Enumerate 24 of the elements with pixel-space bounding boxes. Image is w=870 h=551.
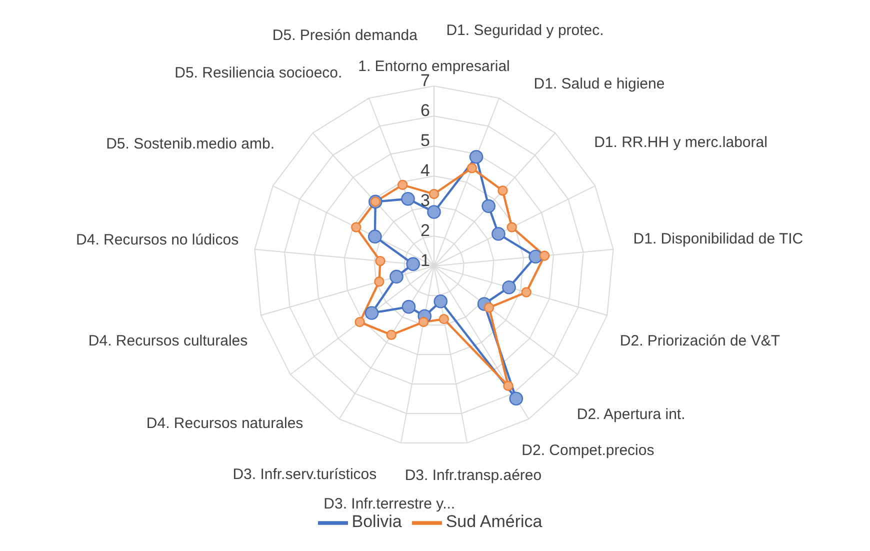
spoke-label: D5. Presión demanda bbox=[272, 27, 418, 44]
y-tick-label: 4 bbox=[420, 161, 430, 180]
spoke-label: D1. Disponibilidad de TIC bbox=[633, 230, 804, 248]
y-tick-label: 2 bbox=[420, 221, 430, 240]
legend-label: Sud América bbox=[446, 512, 542, 532]
y-tick-label: 3 bbox=[420, 191, 430, 210]
y-tick-label: 1 bbox=[420, 251, 430, 270]
y-tick-label: 5 bbox=[420, 131, 430, 150]
spoke-label: D4. Recursos no lúdicos bbox=[76, 231, 239, 248]
legend-label: Bolivia bbox=[352, 512, 402, 532]
spoke-label: D5. Sostenib.medio amb. bbox=[106, 136, 275, 153]
spoke-label: D3. Infr.terrestre y... bbox=[324, 496, 456, 513]
spoke-label: D2. Priorización de V&T bbox=[620, 332, 780, 350]
y-tick-label: 6 bbox=[420, 101, 430, 120]
spoke-label: D5. Resiliencia socioeco. bbox=[174, 64, 342, 82]
spoke-label: D1. Salud e higiene bbox=[534, 76, 665, 93]
spoke-label: D4. Recursos naturales bbox=[146, 414, 304, 432]
spoke-label: D3. Infr.serv.turísticos bbox=[232, 466, 377, 483]
spoke-label: D3. Infr.transp.aéreo bbox=[404, 466, 542, 484]
spoke-label: D2. Apertura int. bbox=[576, 406, 686, 423]
spoke-label: D1. Seguridad y protec. bbox=[446, 22, 604, 40]
spoke-label: D4. Recursos culturales bbox=[88, 332, 248, 350]
spoke-label: D1. RR.HH y merc.laboral bbox=[594, 134, 768, 152]
spoke-label: D2. Compet.precios bbox=[522, 442, 654, 459]
